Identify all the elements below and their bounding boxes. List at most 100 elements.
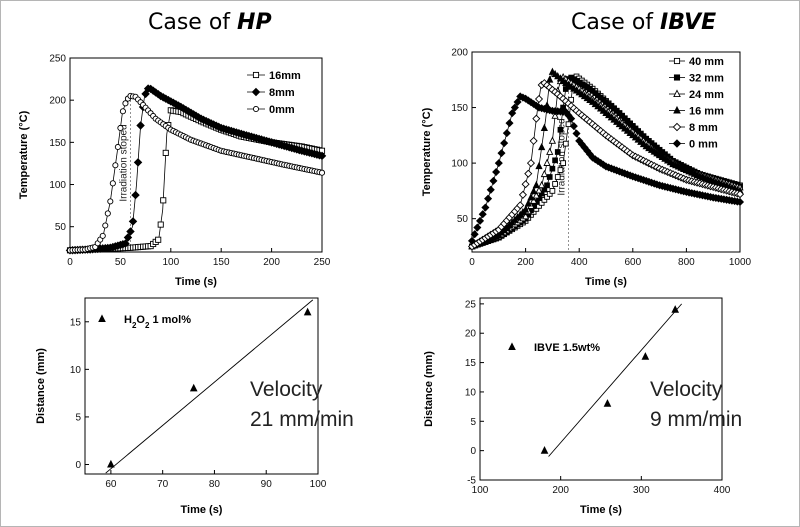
data-point (538, 180, 546, 189)
y-tick-label: 5 (75, 412, 81, 423)
data-point (104, 210, 111, 217)
data-point (548, 136, 557, 144)
plot-frame (471, 51, 741, 253)
x-tick-label: 400 (714, 485, 731, 496)
series-16mm (66, 107, 326, 254)
data-point (128, 217, 138, 226)
legend-label: 32 mm (689, 73, 724, 85)
data-point (562, 140, 569, 147)
data-point (543, 158, 551, 166)
data-point (527, 193, 535, 201)
data-point (521, 212, 530, 220)
data-point (554, 149, 561, 155)
data-point (572, 129, 581, 138)
data-point (131, 190, 140, 200)
data-point (126, 227, 135, 236)
data-point (540, 123, 548, 132)
data-point (112, 162, 119, 169)
y-tick-label: 50 (55, 222, 67, 233)
data-point (486, 185, 495, 194)
data-point (476, 216, 485, 225)
x-tick-label: 200 (552, 485, 569, 496)
legend-marker (673, 74, 681, 81)
data-point (552, 157, 558, 164)
data-point (123, 233, 133, 242)
data-point (540, 446, 549, 454)
data-point (546, 75, 554, 83)
legend-label: 0mm (269, 104, 295, 116)
data-point (544, 182, 550, 189)
data-point (502, 129, 511, 138)
legend-label: 24 mm (689, 89, 724, 101)
hp-case-title-em: HP (237, 10, 272, 35)
data-point (107, 459, 115, 468)
data-point (513, 97, 522, 107)
data-point (538, 142, 546, 151)
data-point (524, 199, 532, 207)
data-point (318, 169, 326, 176)
y-axis-label: Temperature (°C) (421, 107, 433, 196)
y-tick-label: 15 (70, 317, 82, 328)
data-point (155, 236, 162, 243)
velocity-note: Velocity (250, 378, 323, 401)
data-point (554, 174, 561, 180)
y-tick-label: 5 (470, 417, 476, 428)
data-point (160, 197, 167, 204)
data-point (157, 221, 164, 228)
data-point (492, 167, 501, 177)
data-point (317, 151, 327, 161)
data-point (557, 167, 564, 173)
x-tick-label: 50 (115, 257, 127, 268)
hp-temp-chart: 0 50 100 150 200 250 50 100 150 200 250 Time (s) Tem… (18, 54, 331, 289)
y-axis-label: Temperature (°C) (18, 110, 30, 199)
plot-frame (479, 297, 723, 481)
legend-label: 16mm (269, 70, 301, 82)
legend-marker (672, 122, 682, 132)
data-point (516, 201, 525, 210)
data-point (603, 399, 612, 407)
series-8mm (467, 79, 745, 251)
data-point (303, 307, 312, 316)
data-point (494, 159, 503, 168)
data-point (549, 188, 556, 194)
data-point (114, 143, 121, 151)
data-point (521, 180, 530, 189)
x-tick-label: 90 (261, 479, 273, 490)
data-point (136, 121, 145, 130)
x-tick-label: 1000 (729, 257, 752, 268)
data-point (473, 223, 482, 232)
x-tick-label: 100 (310, 479, 327, 490)
y-tick-label: 20 (465, 329, 477, 340)
y-tick-label: -5 (467, 476, 476, 487)
data-point (552, 181, 558, 187)
data-point (735, 197, 745, 207)
velocity-note: 21 mm/min (250, 408, 354, 431)
legend-label: 8mm (269, 87, 295, 99)
legend-marker (673, 57, 681, 65)
x-tick-label: 60 (105, 479, 117, 490)
data-point (122, 100, 129, 107)
data-point (508, 109, 517, 118)
data-point (119, 108, 126, 115)
legend-label-part: H (124, 314, 132, 326)
x-tick-label: 100 (162, 257, 179, 268)
x-tick-label: 400 (571, 257, 588, 268)
data-point (535, 161, 543, 170)
hp-case-title-prefix: Case of (148, 10, 238, 35)
data-point (546, 147, 554, 155)
legend-label-part: 1 mol% (149, 314, 191, 326)
y-tick-label: 0 (75, 460, 81, 471)
ibve-case-title-em: IBVE (660, 10, 717, 35)
ibve-velocity-chart: 100 200 300 400 -5 0 5 10 15 20 25 Time (s) Distance… (423, 297, 742, 516)
legend-label: 0 mm (689, 139, 718, 151)
data-point (530, 187, 538, 195)
data-point (535, 186, 543, 194)
y-tick-label: 50 (457, 214, 469, 225)
data-point (524, 169, 533, 178)
data-point (540, 169, 548, 178)
data-point (532, 114, 541, 123)
data-point (546, 174, 553, 180)
legend-label: 40 mm (689, 56, 724, 68)
